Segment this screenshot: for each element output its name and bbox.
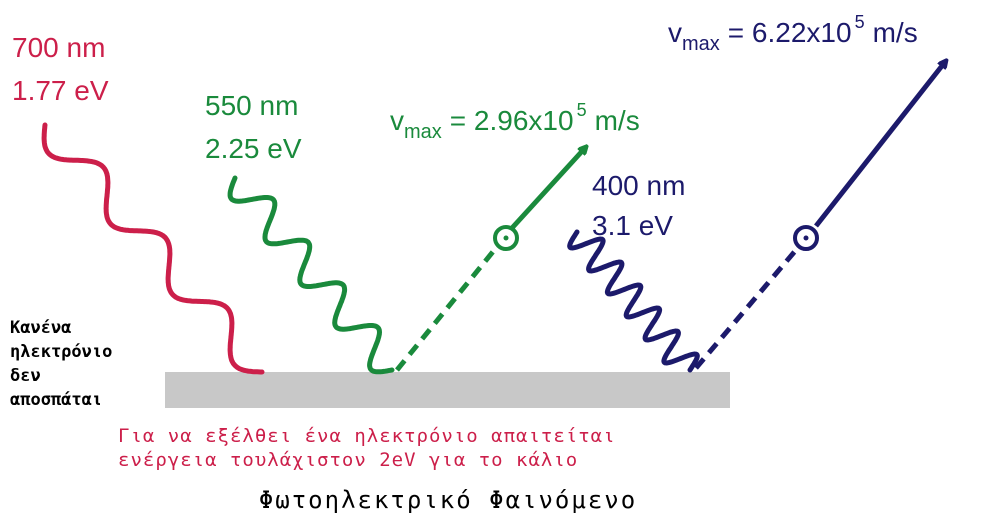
- caption-line: ενέργεια τουλάχιστον 2eV για το κάλιο: [118, 449, 578, 471]
- wavelength: 550 nm: [205, 90, 298, 121]
- unit: m/s: [873, 17, 918, 48]
- note-line: δεν: [10, 366, 41, 386]
- electron-arrow: [512, 148, 585, 228]
- note-line: Κανένα: [10, 318, 71, 338]
- metal-plate: [165, 372, 730, 408]
- note-line: ηλεκτρόνιο: [10, 342, 112, 362]
- exponent: 5: [577, 100, 587, 120]
- electron-path: [397, 243, 500, 370]
- value: = 2.96x10: [450, 105, 574, 136]
- electron-dot: [804, 236, 809, 241]
- unit: m/s: [595, 105, 640, 136]
- title: Φωτοηλεκτρικό Φαινόμενο: [259, 486, 637, 514]
- energy: 3.1 eV: [592, 210, 673, 241]
- energy: 1.77 eV: [12, 75, 109, 106]
- exponent: 5: [855, 12, 865, 32]
- wavelength: 700 nm: [12, 32, 105, 63]
- symbol: v: [668, 17, 682, 48]
- caption-line: Για να εξέλθει ένα ηλεκτρόνιο απαιτείται: [118, 425, 616, 447]
- diagram: 700 nm 1.77 eV 550 nm 2.25 eV 400 nm 3.1…: [0, 0, 983, 517]
- electron-dot: [504, 236, 509, 241]
- electron-arrow: [816, 62, 945, 226]
- note-line: αποσπάται: [10, 390, 102, 410]
- subscript: max: [404, 121, 442, 143]
- energy: 2.25 eV: [205, 133, 302, 164]
- electron-path: [696, 250, 796, 368]
- subscript: max: [682, 33, 720, 55]
- value: = 6.22x10: [728, 17, 852, 48]
- symbol: v: [390, 105, 404, 136]
- wavelength: 400 nm: [592, 170, 685, 201]
- photon-wave: [570, 232, 698, 370]
- photon-wave: [230, 178, 392, 372]
